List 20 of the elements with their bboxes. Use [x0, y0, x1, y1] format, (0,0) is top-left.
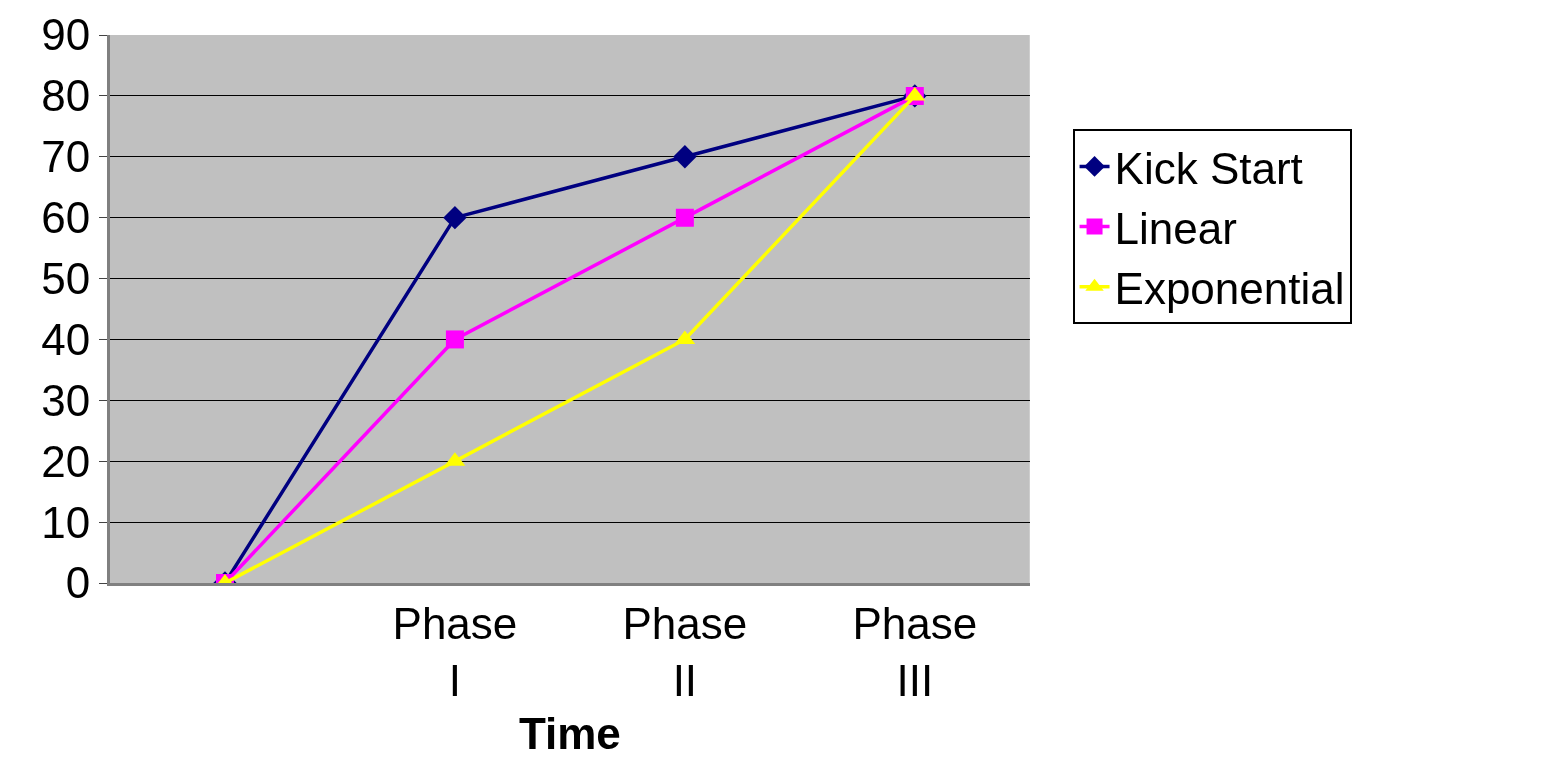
- y-tick-label: 0: [65, 558, 91, 608]
- x-tick-label: Phase III: [852, 598, 978, 705]
- y-tick-label: 30: [41, 375, 91, 425]
- y-tick-label: 90: [41, 10, 91, 60]
- y-tick-label: 10: [41, 497, 91, 547]
- y-tick-label: 70: [41, 132, 91, 182]
- legend-label: Linear: [1114, 203, 1237, 253]
- x-axis-title: Time: [518, 709, 621, 759]
- y-tick-label: 20: [41, 436, 91, 486]
- y-tick-label: 80: [41, 71, 91, 121]
- point: [675, 208, 694, 227]
- point: [443, 205, 467, 230]
- y-tick-label: 60: [41, 193, 91, 243]
- x-tick-label: Phase II: [622, 598, 748, 705]
- x-tick-label: Phase I: [392, 598, 518, 705]
- y-tick-label: 50: [41, 253, 91, 303]
- legend-label: Exponential: [1114, 263, 1345, 313]
- point: [673, 145, 697, 169]
- legend-label: Kick Start: [1114, 143, 1303, 193]
- y-tick-label: 40: [41, 314, 91, 364]
